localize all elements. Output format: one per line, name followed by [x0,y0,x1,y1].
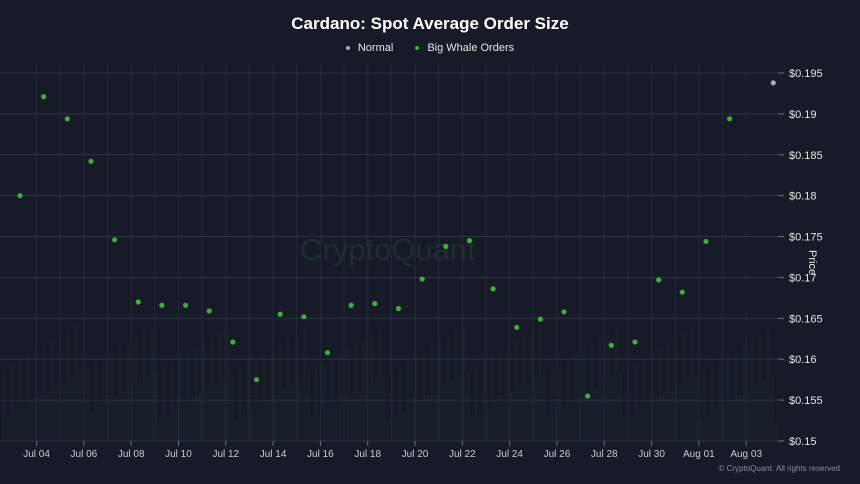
x-tick-label: Jul 24 [496,449,523,460]
big-whale-order-point[interactable] [514,324,520,330]
legend-marker-normal [345,46,350,50]
big-whale-order-point[interactable] [230,339,236,345]
big-whale-order-point[interactable] [466,238,473,244]
big-whale-order-point[interactable] [88,158,94,164]
big-whale-order-point[interactable] [135,299,141,305]
x-tick-label: Jul 06 [71,449,98,460]
x-tick-label: Jul 04 [23,449,50,460]
y-tick-label: $0.15 [789,436,817,448]
legend-label-normal: Normal [357,42,394,54]
y-tick-label: $0.18 [789,191,817,203]
y-axis-label: Price [806,250,818,276]
legend-label-big-whale-orders: Big Whale Orders [427,42,515,54]
big-whale-order-point[interactable] [656,277,662,283]
x-tick-label: Jul 26 [544,449,571,460]
big-whale-order-point[interactable] [395,305,402,312]
big-whale-order-point[interactable] [561,309,567,315]
big-whale-order-point[interactable] [608,342,614,348]
y-tick-label: $0.19 [789,109,817,121]
y-tick-label: $0.175 [789,232,823,244]
legend-item-normal[interactable]: Normal [345,42,394,54]
copyright-text: © CryptoQuant. All rights reserved [718,464,841,473]
big-whale-order-point[interactable] [17,193,23,199]
big-whale-order-point[interactable] [632,339,638,345]
big-whale-order-point[interactable] [419,276,425,282]
big-whale-order-point[interactable] [703,238,709,245]
x-tick-label: Aug 01 [683,449,715,460]
x-tick-label: Jul 14 [260,449,287,460]
x-axis-ticks: Jul 04 Jul 06 Jul 08 Jul 10 Jul 12 Jul 14 Jul … [23,441,762,460]
big-whale-order-point[interactable] [112,237,118,243]
big-whale-order-point[interactable] [443,243,449,249]
big-whale-order-point[interactable] [301,314,307,320]
big-whale-order-point[interactable] [206,308,212,314]
x-tick-label: Jul 12 [212,449,239,460]
x-tick-label: Jul 16 [307,449,334,460]
chart-title: Cardano: Spot Average Order Size [291,14,569,33]
big-whale-order-point[interactable] [727,116,733,122]
y-tick-label: $0.165 [789,313,823,325]
big-whale-order-point[interactable] [277,311,283,317]
big-whale-order-point[interactable] [348,302,354,308]
watermark: CryptoQuant [300,232,476,267]
big-whale-order-point[interactable] [585,393,591,399]
x-tick-label: Jul 22 [449,449,476,460]
normal-point[interactable] [770,80,776,86]
data-points [17,80,776,399]
x-tick-label: Jul 10 [165,449,192,460]
big-whale-order-point[interactable] [182,302,189,308]
background-volume-bars [3,325,777,441]
x-tick-label: Jul 20 [402,449,429,460]
y-gridlines [0,72,784,442]
y-tick-label: $0.17 [789,272,817,284]
x-tick-label: Jul 08 [118,449,145,460]
legend-marker-big-whale-orders [415,46,420,50]
big-whale-order-point[interactable] [159,302,165,308]
big-whale-order-point[interactable] [679,289,685,295]
legend-item-big-whale-orders[interactable]: Big Whale Orders [415,42,514,54]
big-whale-order-point[interactable] [253,377,260,383]
big-whale-order-point[interactable] [372,301,378,307]
big-whale-order-point[interactable] [324,350,331,356]
x-tick-label: Aug 03 [730,449,762,460]
x-tick-label: Jul 28 [591,449,618,460]
x-tick-label: Jul 18 [354,449,381,460]
big-whale-order-point[interactable] [490,286,496,292]
y-tick-label: $0.195 [789,68,823,80]
x-tick-label: Jul 30 [638,449,665,460]
legend: Normal Big Whale Orders [0,42,860,54]
y-axis-ticks: $0.195 $0.19 $0.185 $0.18 $0.175 $0.17 $0.165 $… [789,68,823,448]
big-whale-order-point[interactable] [41,94,47,100]
y-tick-label: $0.185 [789,150,823,162]
big-whale-order-point[interactable] [537,316,543,322]
y-tick-label: $0.16 [789,354,817,366]
big-whale-order-point[interactable] [64,116,70,122]
y-tick-label: $0.155 [789,395,823,407]
